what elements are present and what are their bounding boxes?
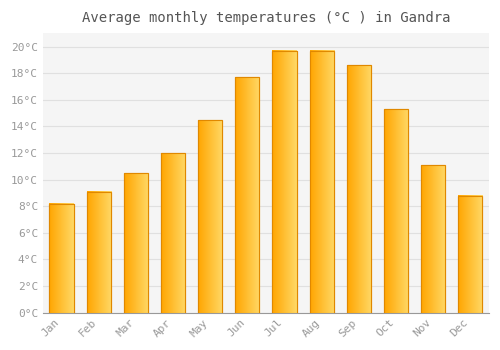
- Bar: [458, 196, 482, 313]
- Bar: [86, 191, 111, 313]
- Bar: [236, 77, 260, 313]
- Bar: [124, 173, 148, 313]
- Bar: [384, 109, 408, 313]
- Bar: [347, 65, 371, 313]
- Title: Average monthly temperatures (°C ) in Gandra: Average monthly temperatures (°C ) in Ga…: [82, 11, 450, 25]
- Bar: [198, 120, 222, 313]
- Bar: [421, 165, 445, 313]
- Bar: [272, 50, 296, 313]
- Bar: [50, 204, 74, 313]
- Bar: [310, 50, 334, 313]
- Bar: [161, 153, 185, 313]
